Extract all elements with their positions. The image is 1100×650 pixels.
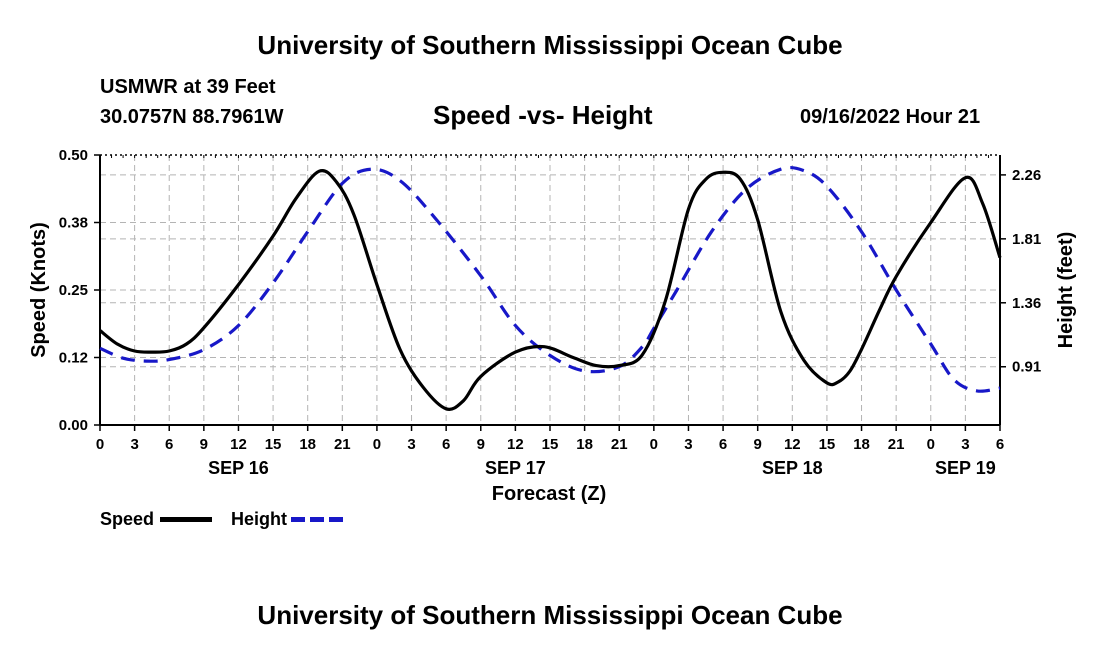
legend-height-label: Height xyxy=(231,509,287,529)
x-tick-label: 6 xyxy=(996,436,1004,453)
x-tick-label: 3 xyxy=(407,436,415,453)
y2-tick-label: 1.36 xyxy=(1012,295,1041,312)
y-tick-label: 0.50 xyxy=(59,147,88,164)
grid-lines xyxy=(100,155,1000,425)
x-tick-label: 3 xyxy=(961,436,969,453)
y-axis-label: Speed (Knots) xyxy=(28,222,50,358)
y-tick-label: 0.12 xyxy=(59,350,88,367)
station-label: USMWR at 39 Feet xyxy=(100,76,276,98)
x-tick-label: 12 xyxy=(784,436,801,453)
height-series-line xyxy=(99,165,1001,393)
date-label: SEP 17 xyxy=(485,458,546,478)
y-axis-right: 0.91 1.36 1.81 2.26 xyxy=(1000,167,1041,376)
y-tick-label: 0.25 xyxy=(59,282,88,299)
x-tick-label: 3 xyxy=(130,436,138,453)
y-tick-label: 0.38 xyxy=(59,215,88,232)
coordinates-label: 30.0757N 88.7961W xyxy=(100,106,284,128)
y-tick-label: 0.00 xyxy=(59,417,88,434)
x-axis-label: Forecast (Z) xyxy=(492,483,606,505)
x-tick-label: 21 xyxy=(334,436,351,453)
x-tick-label: 6 xyxy=(165,436,173,453)
x-tick-label: 15 xyxy=(265,436,282,453)
x-tick-label: 21 xyxy=(611,436,628,453)
x-tick-label: 12 xyxy=(230,436,247,453)
chart-title: Speed -vs- Height xyxy=(433,100,653,130)
x-tick-label: 6 xyxy=(719,436,727,453)
legend-speed-label: Speed xyxy=(100,509,155,529)
legend-speed-swatch xyxy=(160,517,212,522)
y2-tick-label: 0.91 xyxy=(1012,359,1041,376)
x-tick-label: 12 xyxy=(507,436,524,453)
x-tick-label: 15 xyxy=(819,436,836,453)
x-tick-label: 6 xyxy=(442,436,450,453)
y-axis-left: 0.00 0.12 0.25 0.38 0.50 xyxy=(59,147,100,434)
x-tick-label: 9 xyxy=(477,436,485,453)
x-tick-label: 0 xyxy=(373,436,381,453)
y2-tick-label: 1.81 xyxy=(1012,231,1041,248)
x-tick-label: 0 xyxy=(650,436,658,453)
x-tick-label: 0 xyxy=(96,436,104,453)
date-label: SEP 19 xyxy=(935,458,996,478)
datetime-label: 09/16/2022 Hour 21 xyxy=(800,106,981,128)
series-lines xyxy=(98,165,1002,411)
x-tick-label: 18 xyxy=(299,436,316,453)
y2-tick-label: 2.26 xyxy=(1012,167,1041,184)
legend-height-swatch xyxy=(291,517,343,522)
speed-series-line xyxy=(98,168,1002,411)
x-tick-label: 21 xyxy=(888,436,905,453)
x-tick-label: 18 xyxy=(576,436,593,453)
x-tick-label: 18 xyxy=(853,436,870,453)
x-tick-label: 9 xyxy=(200,436,208,453)
date-label: SEP 16 xyxy=(208,458,269,478)
y2-axis-label: Height (feet) xyxy=(1055,232,1077,349)
x-tick-label: 3 xyxy=(684,436,692,453)
x-tick-label: 0 xyxy=(927,436,935,453)
x-tick-label: 15 xyxy=(542,436,559,453)
x-tick-label: 9 xyxy=(754,436,762,453)
footer-title: University of Southern Mississippi Ocean… xyxy=(257,600,843,630)
date-label: SEP 18 xyxy=(762,458,823,478)
x-axis: 0 3 6 9 12 15 18 21 0 3 6 9 12 15 18 21 0 3 6 9 12 15 18 21 0 3 6S… xyxy=(96,425,1004,478)
main-title: University of Southern Mississippi Ocean… xyxy=(257,30,843,60)
